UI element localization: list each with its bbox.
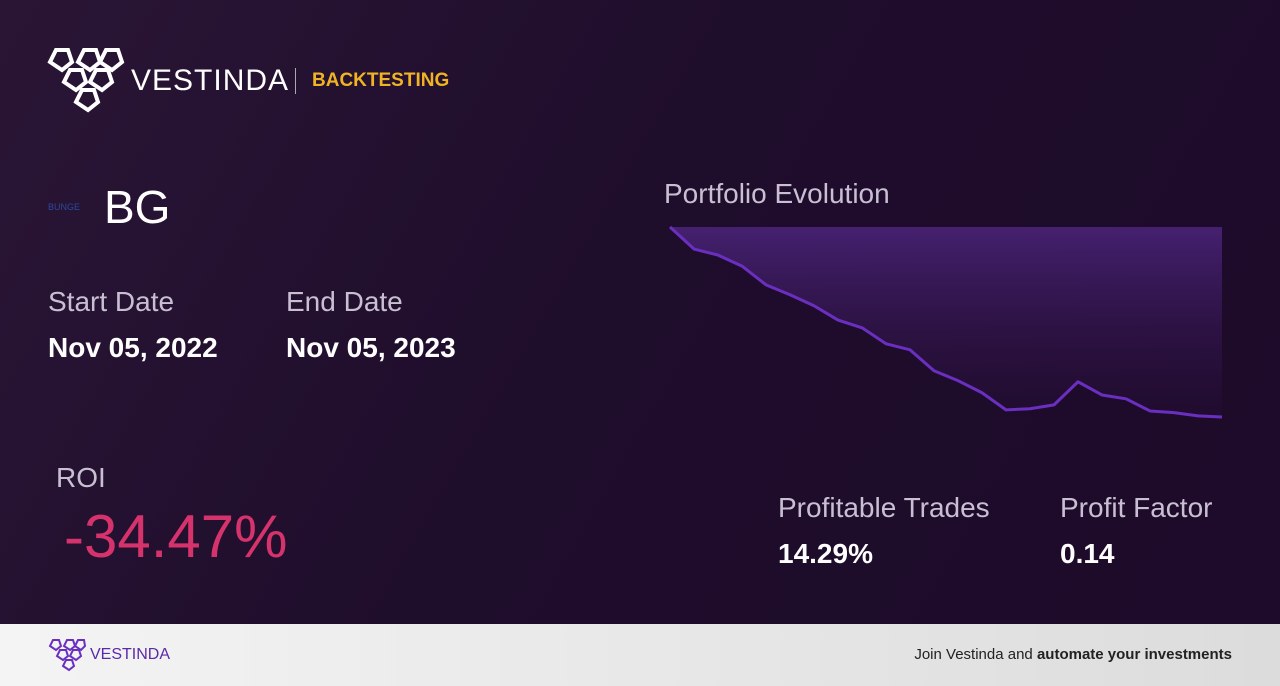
ticker: BG: [104, 181, 171, 233]
start-date: Nov 05, 2022: [48, 332, 218, 363]
footer-logo: [48, 639, 86, 672]
cta-prefix: Join Vestinda and: [914, 646, 1033, 663]
footer-brand: VESTINDA: [90, 646, 171, 663]
brand: VESTINDA: [131, 64, 290, 97]
roi-value: -34.47%: [64, 503, 288, 570]
cta-bold: automate your investments: [1036, 646, 1232, 663]
end-label: End Date: [286, 286, 403, 317]
area: [670, 227, 1222, 417]
chart-title: Portfolio Evolution: [664, 178, 890, 209]
stat-value: 14.29%: [778, 538, 873, 569]
line: [668, 225, 1223, 419]
stat-label: Profitable Trades: [778, 492, 990, 523]
logo: [47, 48, 125, 113]
stock-logo: BUNGE: [48, 202, 81, 212]
stat-label: Profit Factor: [1060, 492, 1213, 523]
start-label: Start Date: [48, 286, 175, 317]
end-date: Nov 05, 2023: [286, 332, 456, 363]
stat-value: 0.14: [1060, 538, 1115, 569]
roi-label: ROI: [56, 462, 106, 493]
section: BACKTESTING: [312, 70, 450, 91]
chart: [668, 225, 1223, 419]
footer: VESTINDA Join Vestinda and automate your…: [0, 624, 1280, 686]
divider: [295, 68, 296, 94]
footer-cta: Join Vestinda and automate your investme…: [914, 646, 1232, 663]
